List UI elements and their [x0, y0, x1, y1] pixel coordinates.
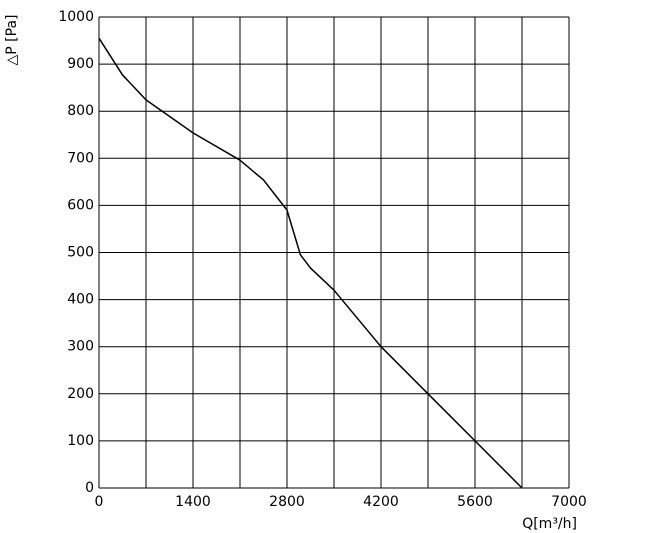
y-tick-label: 0 [85, 480, 94, 496]
y-tick-label: 500 [67, 245, 94, 261]
x-tick-label: 0 [95, 494, 104, 510]
y-tick-label: 400 [67, 292, 94, 308]
y-tick-label: 600 [67, 197, 94, 213]
y-tick-label: 100 [67, 433, 94, 449]
y-axis-label: △P [Pa] [4, 15, 20, 66]
y-tick-label: 900 [67, 56, 94, 72]
y-tick-label: 800 [67, 103, 94, 119]
x-axis-label: Q[m³/h] [522, 516, 577, 532]
y-tick-label: 700 [67, 150, 94, 166]
y-tick-label: 200 [67, 386, 94, 402]
y-tick-label: 300 [67, 339, 94, 355]
x-tick-label: 4200 [363, 494, 399, 510]
y-tick-label: 1000 [58, 9, 94, 25]
x-tick-label: 2800 [269, 494, 305, 510]
curve [98, 37, 523, 489]
x-tick-label: 1400 [175, 494, 211, 510]
x-tick-label: 5600 [457, 494, 493, 510]
x-tick-label: 7000 [551, 494, 587, 510]
